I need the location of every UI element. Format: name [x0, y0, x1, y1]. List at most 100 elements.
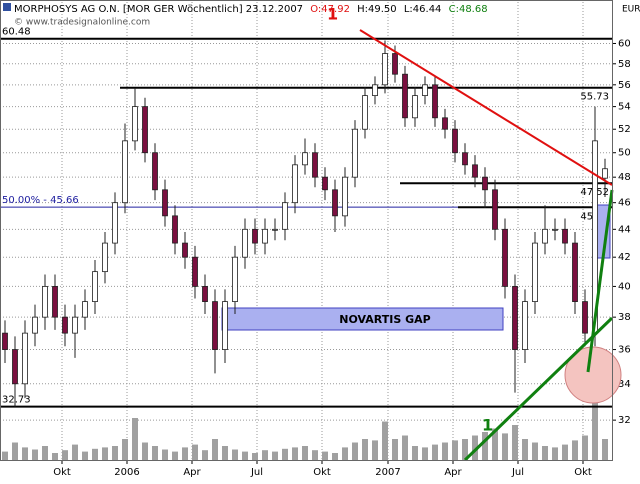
candle-body: [22, 332, 28, 385]
y-tick-label: 48: [618, 172, 631, 183]
x-tick-label: Jul: [250, 467, 263, 478]
candle-body: [352, 128, 358, 178]
candle-body: [312, 152, 318, 178]
volume-bar: [12, 442, 18, 460]
x-tick-label: Okt: [53, 467, 71, 478]
volume-bar: [462, 439, 468, 460]
volume-bar: [492, 428, 498, 460]
candle-body: [502, 228, 508, 287]
candle-body: [212, 301, 218, 350]
candle-body: [442, 117, 448, 130]
volume-bar: [152, 446, 158, 460]
candle-body: [82, 301, 88, 318]
x-tick-label: 2006: [114, 467, 139, 478]
y-tick-label: 52: [618, 124, 631, 135]
level-label: 55.73: [580, 92, 609, 103]
gap-box: [221, 307, 504, 331]
candle-body: [512, 286, 518, 350]
volume-bar: [32, 449, 38, 460]
candle-body: [522, 301, 528, 350]
volume-bar: [282, 448, 288, 460]
x-tick-label: Jul: [511, 467, 524, 478]
volume-bar: [102, 447, 108, 460]
candle-body: [322, 176, 328, 191]
volume-bar: [442, 442, 448, 460]
candle-body: [602, 168, 608, 179]
candle-body: [202, 286, 208, 302]
volume-bar: [142, 442, 148, 460]
volume-bar: [132, 418, 138, 460]
candle-body: [402, 73, 408, 119]
volume-bar: [452, 440, 458, 460]
candle-body: [472, 164, 478, 178]
level-label: 60.48: [2, 27, 31, 38]
volume-bar: [472, 435, 478, 460]
y-tick-label: 34: [618, 379, 631, 390]
volume-bar: [502, 433, 508, 460]
trend-line: [463, 316, 614, 462]
volume-bar: [202, 450, 208, 460]
volume-bar: [2, 451, 8, 460]
candle-body: [222, 301, 228, 350]
candle-body: [32, 316, 38, 334]
candle-body: [162, 189, 168, 217]
candle-body: [152, 152, 158, 191]
candle-body: [382, 53, 388, 86]
candle-body: [142, 106, 148, 154]
volume-bar: [312, 450, 318, 460]
header-open: O:47.92: [310, 4, 350, 15]
header-low: L:46.44: [404, 4, 442, 15]
candle-body: [42, 286, 48, 318]
candle-body: [412, 95, 418, 119]
volume-bar: [432, 444, 438, 460]
y-tick-label: 46: [618, 198, 631, 209]
volume-bar: [162, 449, 168, 460]
volume-bar: [232, 449, 238, 460]
volume-bar: [532, 442, 538, 460]
volume-bar: [392, 439, 398, 460]
candle-body: [302, 152, 308, 166]
volume-bar: [572, 440, 578, 460]
candle-body: [92, 271, 98, 302]
volume-bar: [482, 432, 488, 460]
x-tick-label: Apr: [183, 467, 201, 478]
candle-body: [52, 286, 58, 318]
volume-bar: [172, 451, 178, 460]
volume-bar: [402, 435, 408, 460]
volume-bar: [52, 453, 58, 460]
candle-body: [422, 84, 428, 97]
volume-bar: [542, 446, 548, 460]
gap-label: NOVARTIS GAP: [339, 313, 430, 326]
volume-bar: [582, 435, 588, 460]
y-tick-label: 32: [618, 415, 631, 426]
volume-bar: [192, 444, 198, 460]
candle-body: [492, 189, 498, 230]
volume-bar: [332, 453, 338, 460]
x-tick-label: Okt: [574, 467, 592, 478]
volume-bar: [412, 446, 418, 460]
volume-bar: [22, 447, 28, 460]
candle-body: [282, 202, 288, 230]
candle-body: [482, 176, 488, 191]
candle-body: [342, 176, 348, 217]
candle-body: [62, 316, 68, 334]
x-tick-label: Apr: [444, 467, 462, 478]
candle-body: [272, 228, 278, 231]
y-tick-label: 60: [618, 38, 631, 49]
candle-body: [262, 228, 268, 244]
volume-bar: [122, 439, 128, 460]
volume-bar: [322, 451, 328, 460]
x-tick-label: 2007: [375, 467, 400, 478]
candle-body: [582, 301, 588, 334]
y-tick-label: 56: [618, 80, 631, 91]
candle-body: [332, 189, 338, 217]
candle-body: [432, 84, 438, 119]
candle-body: [182, 242, 188, 258]
volume-bar: [292, 447, 298, 460]
candle-body: [12, 349, 18, 385]
candle-body: [72, 316, 78, 334]
candle-body: [452, 128, 458, 154]
candle-body: [192, 256, 198, 287]
candle-body: [252, 228, 258, 244]
